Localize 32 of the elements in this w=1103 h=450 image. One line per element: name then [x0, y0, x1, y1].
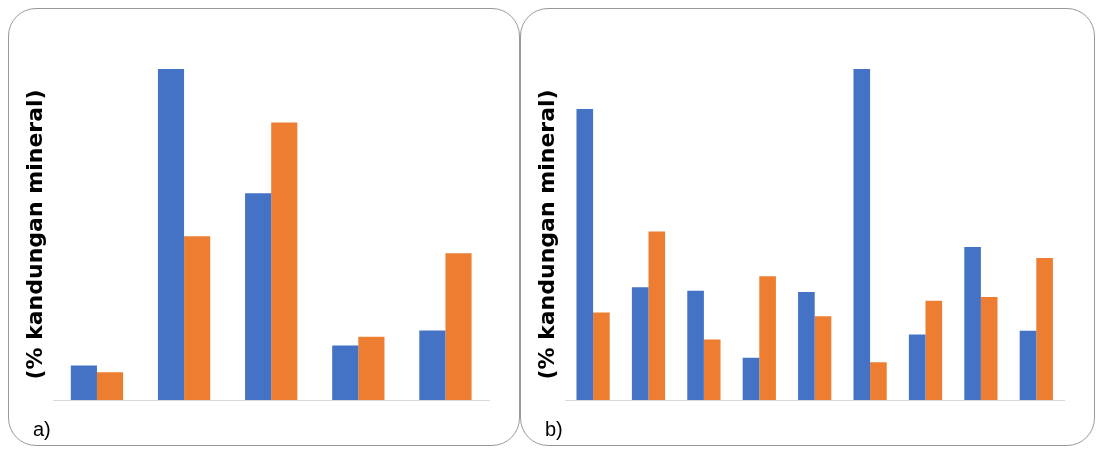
bar [96, 372, 124, 400]
bar [759, 276, 776, 400]
bar [419, 330, 446, 400]
bar [576, 109, 594, 400]
bar [798, 292, 815, 400]
bar [157, 69, 185, 400]
bar [814, 316, 832, 400]
bar [271, 122, 298, 400]
bar [925, 300, 943, 400]
text: a) [33, 418, 51, 441]
text: b) [545, 418, 563, 441]
bar [648, 231, 666, 400]
bar [184, 236, 211, 400]
bar [245, 193, 272, 400]
bar [687, 290, 704, 400]
bar [631, 287, 649, 400]
y-axis-title: (% kandungan mineral) [533, 89, 559, 380]
bar [358, 336, 385, 400]
bar [703, 339, 721, 400]
bar [1036, 258, 1053, 400]
bar [332, 345, 359, 400]
bar [870, 362, 887, 400]
y-axis-title: (% kandungan mineral) [21, 89, 47, 380]
bar [853, 69, 871, 400]
bar [908, 334, 926, 400]
bar [742, 357, 760, 400]
bar [964, 247, 981, 400]
bar [1019, 330, 1037, 400]
bar [980, 297, 998, 400]
bar [445, 253, 472, 400]
bar [593, 312, 610, 400]
bar [70, 365, 97, 400]
